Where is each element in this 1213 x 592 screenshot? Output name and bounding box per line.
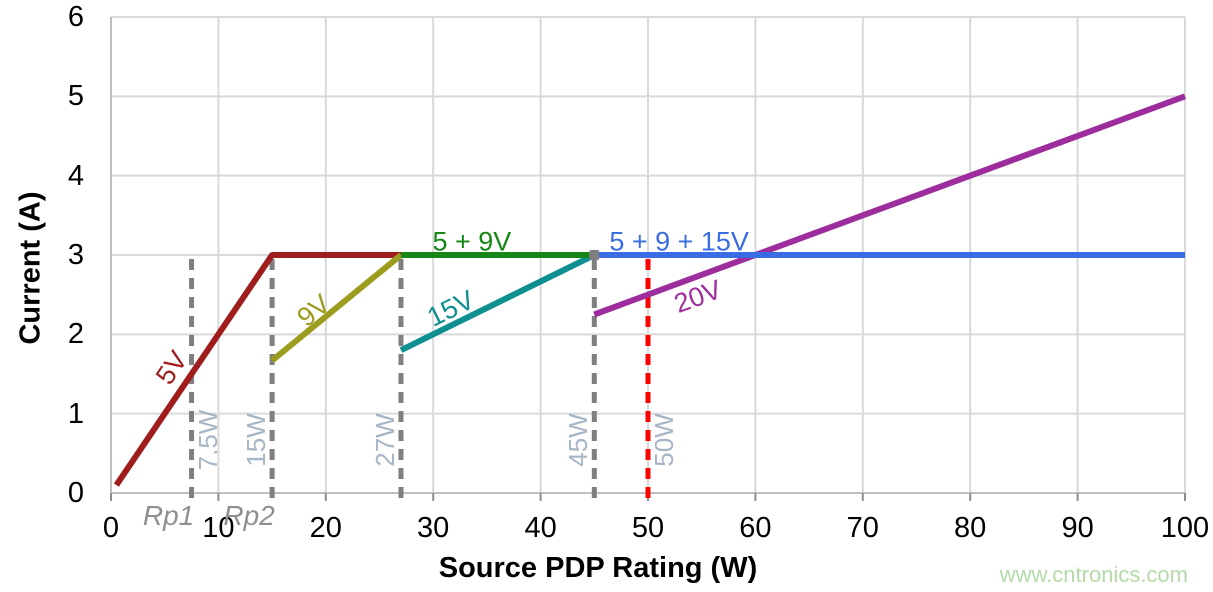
series-line-9V — [270, 252, 403, 363]
junction-marker — [589, 250, 600, 260]
series-line-15V — [399, 252, 596, 353]
series-line-5V — [113, 252, 401, 487]
series-line-20V — [593, 93, 1187, 318]
